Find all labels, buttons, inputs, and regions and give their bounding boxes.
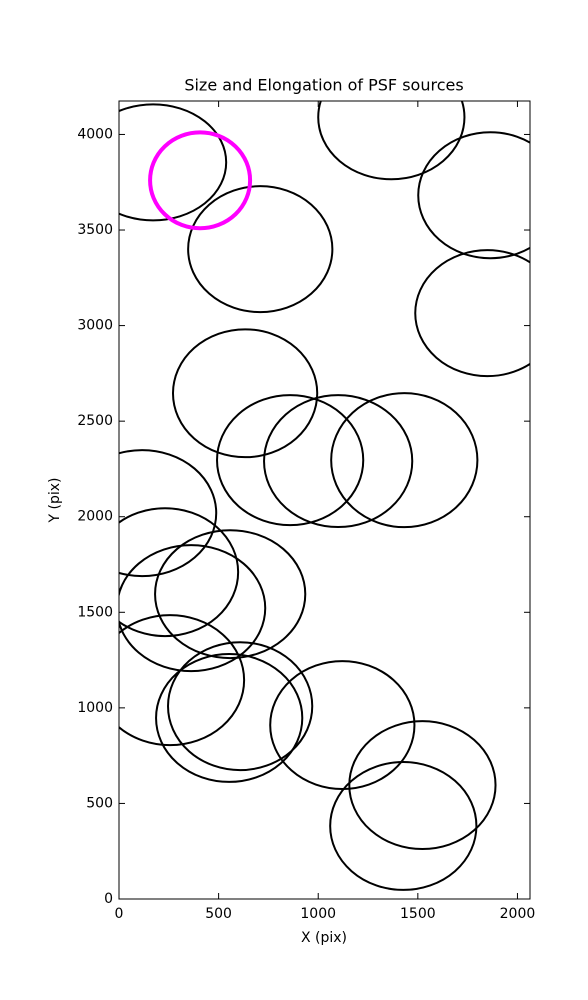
psf-ellipse [171, 328, 319, 459]
y-tick-label: 2500 [77, 413, 113, 429]
y-tick-label: 1000 [77, 700, 113, 716]
x-tick-label: 0 [115, 906, 124, 922]
x-tick-label: 1500 [400, 906, 436, 922]
psf-ellipse [330, 392, 479, 529]
psf-ellipse [167, 641, 314, 772]
psf-ellipse [263, 394, 414, 529]
x-tick-label: 2000 [500, 906, 536, 922]
psf-ellipse [329, 761, 478, 891]
psf-ellipse [119, 614, 246, 747]
x-tick-label: 1000 [300, 906, 336, 922]
psf-ellipse [119, 544, 267, 673]
y-axis-label: Y (pix) [47, 478, 63, 524]
psf-ellipse [148, 130, 253, 231]
x-axis-label: X (pix) [301, 930, 347, 946]
x-tick-label: 500 [205, 906, 232, 922]
plot-frame [118, 100, 531, 900]
y-tick-label: 500 [86, 795, 113, 811]
psf-ellipse [414, 249, 530, 378]
psf-ellipse [317, 101, 466, 181]
y-tick-label: 3000 [77, 318, 113, 334]
y-tick-label: 0 [104, 891, 113, 907]
psf-ellipse [119, 507, 240, 638]
psf-ellipse [119, 103, 228, 222]
psf-ellipse [269, 660, 416, 791]
psf-ellipse [417, 131, 530, 260]
psf-ellipse [216, 394, 365, 527]
y-tick-label: 1500 [77, 604, 113, 620]
psf-ellipse [119, 449, 218, 578]
y-tick-label: 2000 [77, 509, 113, 525]
y-tick-label: 3500 [77, 222, 113, 238]
psf-ellipse [348, 720, 497, 851]
y-tick-label: 4000 [77, 126, 113, 142]
chart-title: Size and Elongation of PSF sources [184, 76, 463, 95]
plot-area [119, 101, 530, 891]
psf-ellipse [154, 529, 307, 660]
psf-ellipse [155, 653, 304, 783]
psf-ellipse [187, 185, 334, 314]
